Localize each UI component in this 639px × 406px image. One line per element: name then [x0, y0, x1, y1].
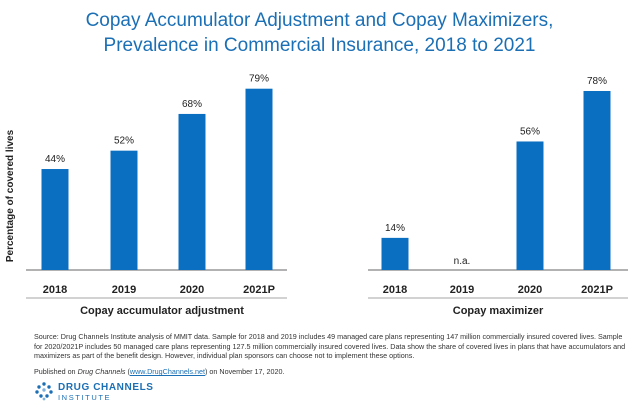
- chart-title-line-1: Copay Accumulator Adjustment and Copay M…: [85, 10, 554, 31]
- published-note: Published on Drug Channels (www.DrugChan…: [34, 367, 285, 376]
- chart-title-line-2: Prevalence in Commercial Insurance, 2018…: [103, 35, 536, 56]
- data-label-maximizer-2018: 14%: [385, 223, 405, 234]
- x-tick-maximizer-2019: 2019: [450, 284, 474, 296]
- data-label-accumulator-2019: 52%: [114, 136, 134, 147]
- group-title-maximizer: Copay maximizer: [453, 305, 544, 317]
- bar-maximizer-2021P[interactable]: [583, 90, 611, 271]
- data-label-accumulator-2018: 44%: [45, 154, 65, 165]
- x-tick-accumulator-2018: 2018: [43, 284, 67, 296]
- source-note: Source: Drug Channels Institute analysis…: [34, 332, 626, 361]
- bar-accumulator-2018[interactable]: [41, 169, 69, 270]
- bar-chart: Percentage of covered lives 44% 2018 52% 20…: [5, 74, 628, 317]
- logo-text-line-1: DRUG CHANNELS: [58, 382, 154, 393]
- bar-accumulator-2021P[interactable]: [245, 88, 273, 270]
- x-tick-accumulator-2021P: 2021P: [243, 284, 275, 296]
- data-label-maximizer-2020: 56%: [520, 126, 540, 137]
- x-tick-accumulator-2019: 2019: [112, 284, 136, 296]
- published-outlet: Drug Channels: [77, 367, 126, 376]
- x-tick-maximizer-2020: 2020: [518, 284, 542, 296]
- bar-maximizer-2020[interactable]: [516, 141, 544, 270]
- y-axis-label: Percentage of covered lives: [5, 129, 16, 262]
- data-label-maximizer-2019: n.a.: [454, 256, 471, 267]
- published-suffix: ) on November 17, 2020.: [205, 367, 285, 376]
- data-label-maximizer-2021P: 78%: [587, 76, 607, 87]
- group-title-accumulator: Copay accumulator adjustment: [80, 305, 244, 317]
- logo-text-line-2: INSTITUTE: [58, 393, 112, 402]
- drugchannels-link[interactable]: www.DrugChannels.net: [129, 367, 206, 376]
- data-label-accumulator-2020: 68%: [182, 99, 202, 110]
- x-tick-accumulator-2020: 2020: [180, 284, 204, 296]
- logo-mark-icon: [35, 382, 53, 401]
- published-prefix: Published on: [34, 367, 78, 376]
- published-open: (: [125, 367, 130, 376]
- x-tick-maximizer-2021P: 2021P: [581, 284, 613, 296]
- drug-channels-logo: DRUG CHANNELS INSTITUTE: [34, 381, 153, 403]
- data-label-accumulator-2021P: 79%: [249, 74, 269, 85]
- x-tick-maximizer-2018: 2018: [383, 284, 407, 296]
- chart-title: Copay Accumulator Adjustment and Copay M…: [0, 8, 639, 58]
- bar-maximizer-2018[interactable]: [381, 237, 409, 270]
- bar-accumulator-2019[interactable]: [110, 150, 138, 270]
- bar-accumulator-2020[interactable]: [178, 113, 206, 270]
